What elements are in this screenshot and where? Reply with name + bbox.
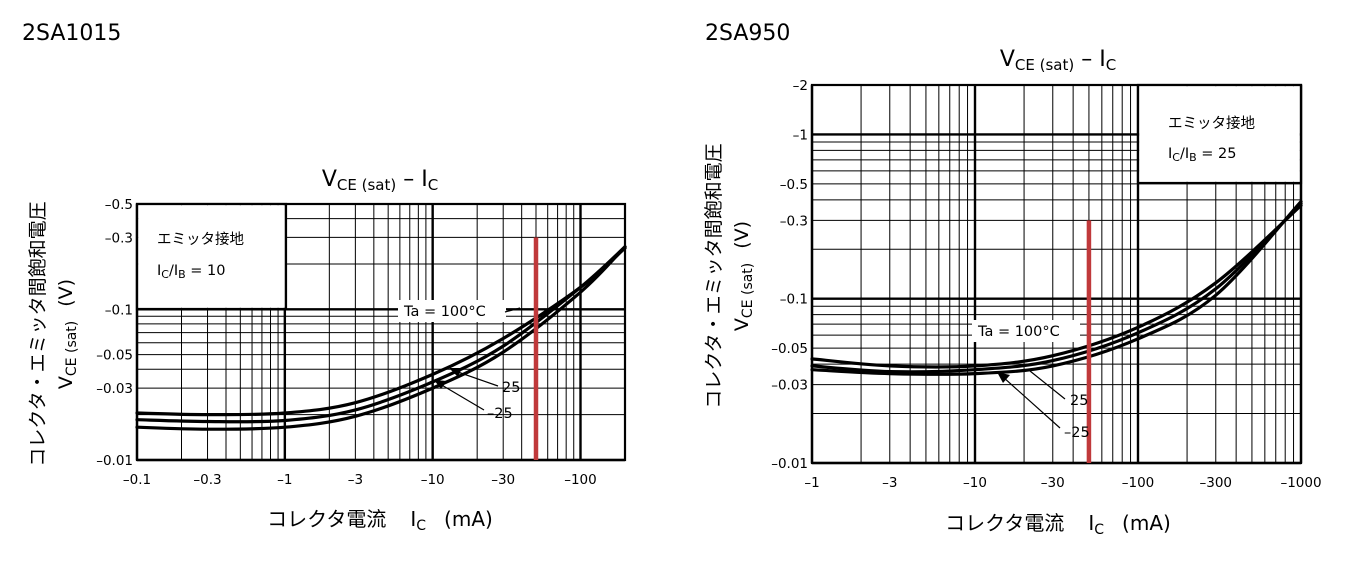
y-tick-label: –0.01 <box>771 456 808 472</box>
y-tick-label: –0.1 <box>105 302 133 318</box>
legend-ratio-label: IC/IB = 25 <box>1168 146 1237 164</box>
series-line-25 <box>810 201 1303 374</box>
x-tick-label: –300 <box>1200 475 1233 491</box>
tick-labels: –1 –3 –10 –30 –100 –300 –1000 –0.01 –0.03 –0.05 –0… <box>771 78 1321 491</box>
x-axis-label: コレクタ電流 IC (mA) <box>945 511 1171 538</box>
x-tick-label: –100 <box>564 472 597 488</box>
legend-box-border <box>135 202 288 311</box>
legend-grounding-label: エミッタ接地 <box>157 231 244 248</box>
x-tick-label: –100 <box>1122 475 1155 491</box>
x-tick-label: –10 <box>963 475 987 491</box>
y-tick-label: –0.03 <box>771 378 808 394</box>
legend-box: エミッタ接地 IC/IB = 25 <box>1136 83 1303 185</box>
x-tick-label: –1 <box>277 472 292 488</box>
y-tick-label: –0.05 <box>771 341 808 357</box>
y-tick-label: –0.3 <box>105 230 133 246</box>
y-tick-label: –0.1 <box>780 292 808 308</box>
legend-ratio-label: IC/IB = 10 <box>157 263 226 281</box>
chart-2sa1015: 2SA1015 VCE (sat) – IC エミッタ接地 IC/IB = 10… <box>22 21 627 534</box>
curve-annotations: Ta = 100°C 25 –25 <box>398 300 520 422</box>
series-line-minus-25 <box>135 245 627 431</box>
x-tick-label: –30 <box>1041 475 1065 491</box>
chart-title: VCE (sat) – IC <box>1000 47 1116 74</box>
curve-annotations: Ta = 100°C 25 –25 <box>972 320 1090 441</box>
x-tick-label: –3 <box>348 472 363 488</box>
x-tick-label: –30 <box>491 472 515 488</box>
series-line-25 <box>135 245 627 424</box>
part-number-2sa950: 2SA950 <box>705 21 790 46</box>
chart-title: VCE (sat) – IC <box>322 167 438 194</box>
x-tick-label: –1 <box>804 475 819 491</box>
tick-labels: –0.1 –0.3 –1 –3 –10 –30 –100 –0.01 –0.03 –0.05 –0.… <box>96 197 597 488</box>
y-tick-label: –0.01 <box>96 453 133 469</box>
plot-frame <box>810 83 1303 465</box>
legend-box-border <box>1136 83 1303 185</box>
legend-box: エミッタ接地 IC/IB = 10 <box>135 202 288 311</box>
x-tick-label: –10 <box>421 472 445 488</box>
annotation-25: 25 <box>502 380 520 396</box>
y-tick-label: –1 <box>793 127 808 143</box>
svg-text:コレクタ・エミッタ間飽和電圧: コレクタ・エミッタ間飽和電圧 <box>703 143 725 408</box>
svg-text:コレクタ・エミッタ間飽和電圧: コレクタ・エミッタ間飽和電圧 <box>27 201 49 466</box>
y-tick-label: –0.03 <box>96 381 133 397</box>
y-axis-label: コレクタ・エミッタ間飽和電圧 VCE (sat)(V) <box>27 201 80 466</box>
y-tick-label: –2 <box>793 78 808 94</box>
x-tick-label: –0.1 <box>123 472 151 488</box>
series-curves <box>810 200 1303 376</box>
x-axis-label: コレクタ電流 IC (mA) <box>267 507 493 534</box>
plot-frame <box>135 202 627 462</box>
series-line-minus-25 <box>810 200 1303 376</box>
y-tick-label: –0.5 <box>105 197 133 213</box>
x-tick-label: –0.3 <box>193 472 221 488</box>
annotation-ta-100: Ta = 100°C <box>977 324 1060 340</box>
svg-text:VCE (sat)(V): VCE (sat)(V) <box>731 221 756 331</box>
legend-grounding-label: エミッタ接地 <box>1168 115 1255 132</box>
svg-text:VCE (sat)(V): VCE (sat)(V) <box>55 279 80 389</box>
series-line-ta-100 <box>810 203 1303 369</box>
y-axis-label: コレクタ・エミッタ間飽和電圧 VCE (sat)(V) <box>703 143 756 408</box>
y-tick-label: –0.3 <box>780 213 808 229</box>
x-tick-label: –3 <box>882 475 897 491</box>
x-tick-label: –1000 <box>1280 475 1321 491</box>
y-tick-label: –0.05 <box>96 348 133 364</box>
series-curves <box>135 245 627 431</box>
annotation-ta-100: Ta = 100°C <box>403 304 486 320</box>
y-tick-label: –0.5 <box>780 177 808 193</box>
annotation-minus-25: –25 <box>1064 425 1090 441</box>
annotation-minus-25: –25 <box>487 406 513 422</box>
annotation-25: 25 <box>1070 393 1088 409</box>
part-number-2sa1015: 2SA1015 <box>22 21 121 46</box>
chart-2sa950: 2SA950 VCE (sat) – IC エミッタ接地 IC/IB = 25 … <box>703 21 1322 538</box>
